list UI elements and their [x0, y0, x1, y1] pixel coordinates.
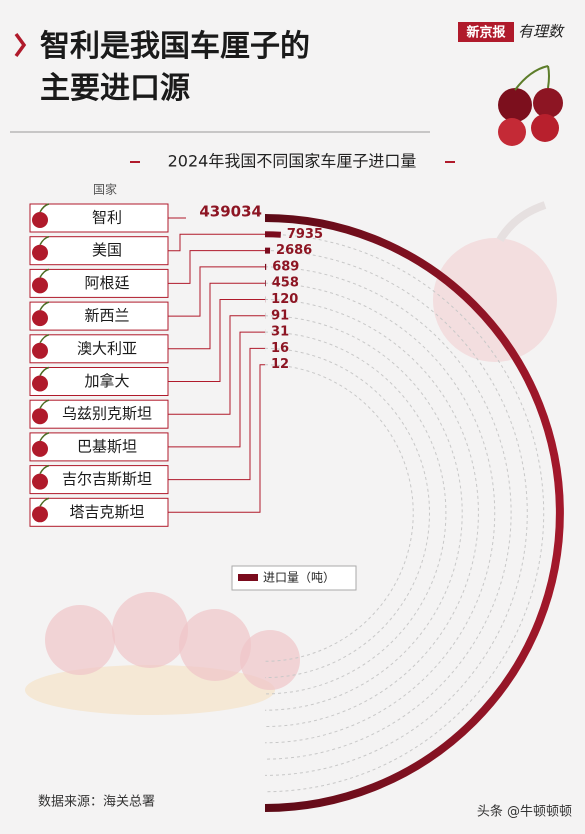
connector	[168, 347, 265, 481]
value-label: 2686	[276, 243, 312, 258]
cherry-stem	[39, 432, 50, 442]
category-box	[29, 399, 169, 429]
category-label: 智利	[92, 209, 122, 227]
category-label: 阿根廷	[84, 274, 129, 292]
cherry-stem	[39, 464, 50, 474]
cherry-stem	[39, 334, 50, 344]
cherry-stem	[39, 268, 50, 278]
cherry-stem	[39, 497, 50, 507]
connector	[168, 331, 265, 448]
cherry-icon	[32, 506, 48, 523]
guide-arc	[264, 282, 496, 744]
brand-publisher: 新京报	[466, 25, 506, 41]
guide-arc	[264, 364, 414, 662]
value-label: 7935	[287, 227, 323, 242]
category-label: 美国	[92, 241, 122, 259]
cherry-stem	[39, 366, 50, 376]
value-label: 458	[272, 276, 299, 291]
cherry-icon	[32, 375, 48, 392]
decoration	[10, 22, 563, 715]
category-label: 新西兰	[84, 307, 129, 325]
category-box	[29, 465, 169, 495]
value-label: 91	[271, 308, 289, 323]
cherry-icon	[32, 310, 48, 327]
guide-arc	[264, 331, 447, 695]
cherry-icon	[32, 408, 48, 425]
cherry-icon	[32, 277, 48, 294]
value-label: 16	[271, 341, 289, 356]
guide-arc	[264, 266, 512, 760]
cherry-icon	[32, 473, 48, 490]
cherry-icon	[32, 342, 48, 359]
value-label: 12	[271, 357, 289, 372]
brand-column: 有理数	[518, 23, 565, 41]
category-box	[29, 236, 169, 266]
legend-swatch	[238, 574, 258, 581]
connector	[168, 299, 265, 382]
guide-arc	[264, 233, 545, 793]
category-label: 吉尔吉斯斯坦	[62, 470, 152, 488]
value-label: 439034	[199, 203, 262, 221]
category-box	[29, 203, 169, 233]
watermark: 头条 @牛顿顿顿	[477, 804, 572, 820]
cherry-stem	[39, 235, 50, 246]
title: 智利是我国车厘子的主要进口源	[40, 29, 310, 106]
category-label: 巴基斯坦	[77, 437, 137, 455]
guide-arc	[264, 250, 528, 776]
category-label: 塔吉克斯坦	[69, 503, 144, 521]
guide-arc	[264, 315, 463, 711]
subtitle: 2024年我国不同国家车厘子进口量	[168, 152, 417, 171]
cherry-icon	[32, 440, 48, 457]
value-label: 689	[272, 259, 299, 274]
value-label: 120	[271, 292, 298, 307]
cherry-icon	[32, 244, 48, 261]
source: 数据来源：海关总署	[38, 795, 155, 810]
category-label: 加拿大	[84, 372, 129, 390]
cherry-icon	[32, 212, 48, 228]
connector	[168, 315, 265, 415]
category-box	[29, 432, 169, 462]
category-label: 澳大利亚	[77, 339, 137, 357]
legend-label: 进口量（吨）	[263, 571, 335, 585]
cherry-stem	[39, 301, 50, 311]
guide-arc	[264, 347, 431, 679]
bar-arc	[264, 214, 564, 812]
category-box	[29, 497, 169, 527]
category-header: 国家	[93, 182, 117, 197]
value-label: 31	[271, 325, 289, 340]
category-box	[29, 367, 169, 396]
cherry-stem	[39, 203, 50, 213]
category-label: 乌兹别克斯坦	[62, 405, 152, 423]
connector	[168, 250, 265, 284]
cherry-stem	[39, 399, 50, 409]
connector	[168, 266, 265, 317]
guide-arc	[264, 299, 479, 727]
connector	[168, 233, 265, 252]
connector	[168, 282, 265, 350]
connector	[168, 364, 265, 513]
